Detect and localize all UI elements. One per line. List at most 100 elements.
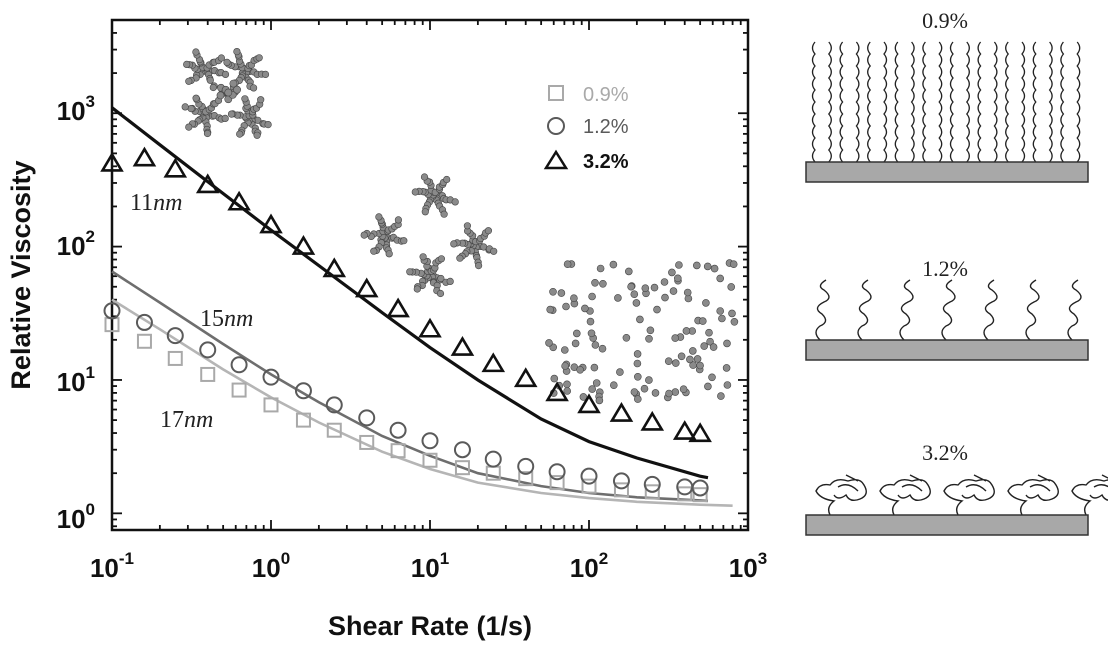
substrate-3.2 [805, 514, 1089, 536]
particle [563, 380, 571, 389]
data-point-square [644, 484, 660, 500]
network-cluster-0 [183, 48, 230, 92]
particle [598, 344, 607, 353]
particle [595, 396, 604, 405]
polymer-chain [965, 41, 970, 163]
particle [570, 294, 578, 303]
aggregate-illustrations [181, 47, 739, 405]
particle [443, 175, 451, 184]
particle [710, 264, 719, 273]
particle [221, 114, 229, 122]
particle [216, 91, 225, 100]
particle [546, 305, 555, 314]
particle [563, 387, 572, 395]
fit-curve-1 [111, 270, 709, 503]
polymer-chain [855, 41, 860, 163]
particle [385, 250, 393, 258]
schematic-label-1.2: 1.2% [922, 256, 968, 281]
particle [451, 198, 459, 206]
particle [633, 350, 642, 358]
particle [590, 363, 599, 372]
particle [440, 210, 448, 218]
polymer-coil [1025, 279, 1040, 341]
particle [669, 287, 678, 295]
polymer-chain [1048, 41, 1053, 163]
particle [236, 130, 244, 138]
particle [484, 227, 493, 235]
particle [679, 385, 688, 394]
particle [640, 384, 649, 393]
particle [446, 277, 454, 286]
polymer-chain [938, 41, 943, 163]
data-point-square [200, 366, 216, 382]
particle [706, 337, 714, 346]
polymer-chain [977, 41, 982, 163]
schematic-panel: 0.9% 1.2% 3.2% [805, 8, 1108, 536]
fit-curves [111, 106, 733, 507]
polymer-chain [1021, 41, 1026, 163]
particle [227, 110, 236, 118]
data-point-circle [517, 457, 535, 475]
particle [579, 393, 588, 401]
polymer-chain [993, 41, 998, 163]
data-point-circle [453, 441, 471, 459]
brush-chains [811, 41, 1081, 163]
particle [622, 333, 631, 342]
polymer-chain [1032, 41, 1037, 163]
particle [253, 131, 261, 139]
data-point-circle [643, 475, 661, 493]
polymer-chain [894, 41, 899, 163]
particle [683, 288, 692, 297]
star-cluster-2 [450, 222, 498, 270]
axis-ticks [111, 19, 749, 530]
polymer-coil [815, 279, 830, 341]
particle [561, 362, 569, 370]
data-point-circle [325, 396, 343, 414]
particle [703, 262, 712, 271]
particle [394, 216, 403, 224]
particle [550, 374, 559, 383]
data-point-triangle [418, 317, 442, 338]
particle [192, 48, 200, 56]
particle [727, 283, 736, 291]
particle [698, 317, 707, 325]
particle [233, 47, 241, 56]
particle [437, 274, 445, 283]
dispersed-particles [545, 259, 739, 405]
network-cluster-2 [181, 94, 229, 138]
data-point-square [613, 482, 629, 498]
particle [588, 292, 596, 301]
particle [456, 254, 464, 262]
data-point-circle [230, 356, 248, 374]
particle [185, 77, 193, 85]
particle [411, 188, 419, 196]
particle [709, 343, 718, 351]
data-point-triangle [513, 367, 538, 388]
y-tick-label: 100 [57, 500, 95, 534]
data-point-triangle [672, 420, 697, 440]
particle [436, 289, 445, 298]
particle [645, 376, 653, 384]
data-point-triangle [100, 151, 124, 172]
legend-label: 1.2% [583, 116, 629, 138]
star-cluster-1 [360, 213, 408, 258]
data-point-circle [199, 341, 217, 359]
data-point-circle [580, 467, 598, 485]
particle [729, 260, 738, 269]
particle [677, 352, 686, 361]
substrate-0.9 [805, 161, 1089, 183]
network-core [216, 79, 241, 104]
polymer-coil [1067, 279, 1082, 341]
legend-label: 0.9% [583, 84, 629, 106]
particle [661, 293, 669, 302]
data-point-square [549, 475, 565, 491]
particle [730, 317, 739, 326]
particle [185, 123, 193, 131]
particle [241, 95, 249, 103]
particle [702, 299, 710, 307]
x-tick-label: 100 [252, 549, 290, 583]
particle [250, 84, 258, 92]
particle [571, 339, 580, 348]
data-point-triangle [195, 173, 220, 194]
